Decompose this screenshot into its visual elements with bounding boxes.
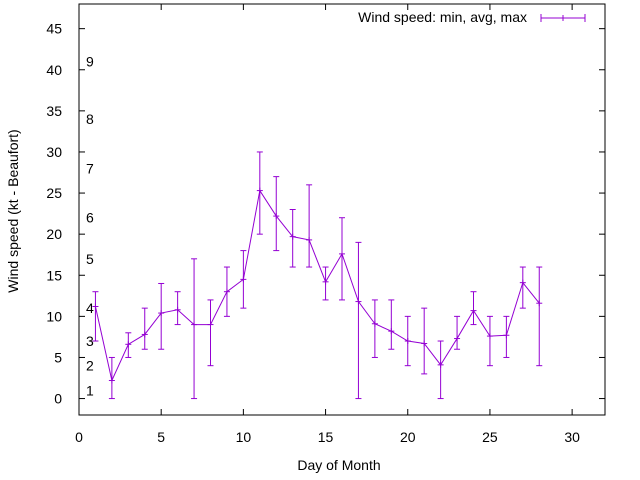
beaufort-label: 2 [86,358,94,374]
y-tick-label: 0 [54,391,62,407]
x-tick-label: 15 [318,429,334,445]
y-tick-label: 35 [46,103,62,119]
y-tick-label: 25 [46,185,62,201]
beaufort-label: 6 [86,210,94,226]
beaufort-label: 9 [86,54,94,70]
x-tick-label: 0 [75,429,83,445]
beaufort-label: 7 [86,160,94,176]
y-tick-label: 5 [54,349,62,365]
x-tick-label: 20 [400,429,416,445]
axis-labels: Day of Month Wind speed (kt - Beaufort) [5,129,381,473]
x-tick-label: 10 [236,429,252,445]
beaufort-scale: 1 2 3 4 5 6 7 8 9 [86,54,94,399]
avg-line [94,189,540,383]
y-tick-label: 40 [46,62,62,78]
y-tick-label: 15 [46,267,62,283]
x-axis-label: Day of Month [297,457,380,473]
beaufort-label: 4 [86,300,94,316]
legend: Wind speed: min, avg, max [358,9,586,25]
beaufort-label: 3 [86,333,94,349]
y-tick-label: 30 [46,144,62,160]
beaufort-label: 1 [86,382,94,398]
wind-speed-series [92,151,543,400]
legend-label: Wind speed: min, avg, max [358,9,527,25]
y-tick-label: 45 [46,21,62,37]
x-tick-label: 25 [482,429,498,445]
plot-frame [78,3,606,416]
beaufort-label: 5 [86,251,94,267]
y-tick-label: 10 [46,308,62,324]
x-tick-label: 30 [564,429,580,445]
beaufort-label: 8 [86,111,94,127]
x-tick-label: 5 [157,429,165,445]
y-tick-label: 20 [46,226,62,242]
y-axis-label: Wind speed (kt - Beaufort) [5,129,21,292]
